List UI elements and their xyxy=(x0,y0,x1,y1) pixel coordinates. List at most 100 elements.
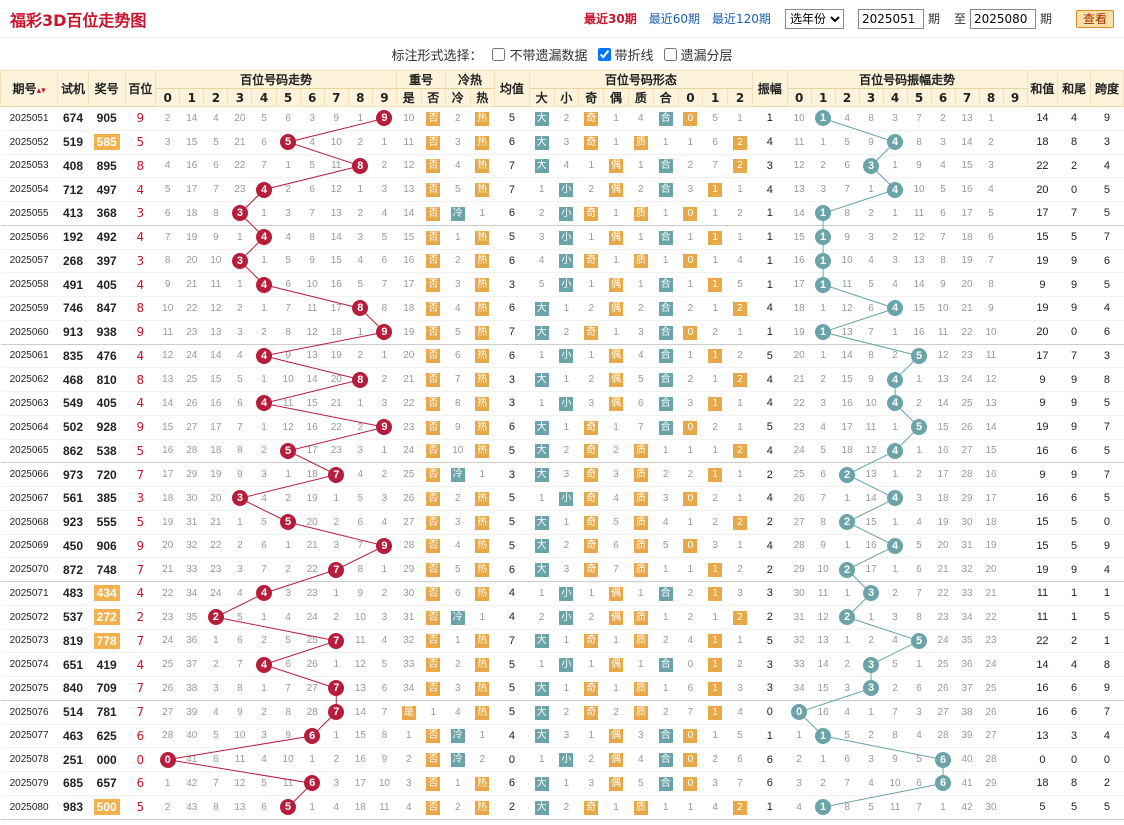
zf-miss-cell: 5 xyxy=(883,652,908,677)
trend-miss-cell: 19 xyxy=(300,486,325,511)
xingtai-cell: 3 xyxy=(529,225,555,250)
xingtai-tag: 大 xyxy=(534,420,549,435)
xingtai-cell: 1 xyxy=(529,581,555,606)
chong-tag: 否 xyxy=(426,183,441,198)
no-missing-checkbox[interactable] xyxy=(492,47,506,61)
zf-miss-cell: 9 xyxy=(979,296,1003,321)
bai-cell: 4 xyxy=(125,652,156,677)
trend-ball: 8 xyxy=(352,157,369,174)
trend-miss-cell: 21 xyxy=(324,391,349,416)
kaijiang-cell: 405 xyxy=(88,272,126,297)
lengre-cell: 5 xyxy=(445,177,471,202)
xingtai-cell: 2 xyxy=(578,367,604,392)
trend-miss-cell: 8 xyxy=(372,724,397,749)
road-cell: 0 xyxy=(678,652,703,677)
xingtai-cell: 大 xyxy=(529,771,555,796)
chong-cell: 否 xyxy=(421,724,446,749)
hezhi-cell: 22 xyxy=(1027,154,1058,179)
xingtai-cell: 3 xyxy=(653,486,679,511)
table-row: 2025078 251 000 0 0 41 6 11 4 10 1 2 16 9 2 否冷 2 0 1 小 2 偶 4 合 0… xyxy=(0,747,1124,772)
bai-cell: 7 xyxy=(125,462,156,487)
col-zftrend: 百位号码振幅走势 xyxy=(786,70,1028,89)
trend-miss-cell: 9 xyxy=(203,225,228,250)
zf-ball: 2 xyxy=(839,561,856,578)
option-no-missing[interactable]: 不带遗漏数据 xyxy=(492,45,588,64)
zf-miss-cell xyxy=(1003,581,1028,606)
missing-layer-checkbox[interactable] xyxy=(663,47,677,61)
zf-miss-cell: 23 xyxy=(955,344,980,369)
xingtai-cell: 质 xyxy=(628,439,654,464)
shiji-cell: 502 xyxy=(57,415,89,440)
xingtai-cell: 奇 xyxy=(578,439,604,464)
year-select[interactable]: 选年份 xyxy=(784,8,844,29)
trend-hit-cell: 3 xyxy=(227,201,252,226)
xingtai-cell: 2 xyxy=(529,201,555,226)
option-broken-line[interactable]: 带折线 xyxy=(597,45,654,64)
zf-miss-cell: 21 xyxy=(787,367,812,392)
road-cell: 2 xyxy=(727,652,753,677)
zf-miss-cell: 26 xyxy=(955,415,980,440)
trend-miss-cell: 43 xyxy=(179,795,204,820)
lengre-tag: 热 xyxy=(475,681,490,696)
kuadu-cell: 8 xyxy=(1090,367,1124,392)
road-cell: 1 xyxy=(727,320,753,345)
trend-ball: 2 xyxy=(207,609,224,626)
xingtai-tag: 偶 xyxy=(609,183,624,198)
zf-miss-cell xyxy=(1003,415,1028,440)
xingtai-cell: 2 xyxy=(554,700,579,725)
zf-miss-cell: 5 xyxy=(859,795,884,820)
xingtai-tag: 小 xyxy=(559,658,574,673)
shiji-cell: 712 xyxy=(57,177,89,202)
zf-miss-cell: 27 xyxy=(979,724,1003,749)
xingtai-cell: 小 xyxy=(554,747,579,772)
xingtai-cell: 1 xyxy=(554,629,579,654)
trend-miss-cell: 8 xyxy=(155,249,180,274)
zf-hit-cell: 4 xyxy=(883,534,908,559)
lengre-cell: 2 xyxy=(445,795,471,820)
recent-120-link[interactable]: 最近120期 xyxy=(712,12,771,26)
trend-miss-cell: 25 xyxy=(155,652,180,677)
trend-ball: 6 xyxy=(304,775,321,792)
zf-miss-cell: 13 xyxy=(811,629,836,654)
col-issue[interactable]: 期号▴▾ xyxy=(0,70,59,107)
xingtai-tag: 大 xyxy=(534,444,549,459)
chong-tag: 否 xyxy=(426,658,441,673)
kuadu-cell: 0 xyxy=(1090,510,1124,535)
road-cell: 0 xyxy=(678,771,703,796)
road-cell: 6 xyxy=(702,130,728,155)
from-issue-input[interactable] xyxy=(857,8,924,29)
zf-miss-cell: 30 xyxy=(979,795,1003,820)
trend-miss-cell: 3 xyxy=(324,534,349,559)
trend-miss-cell: 20 xyxy=(300,510,325,535)
shiji-cell: 463 xyxy=(57,724,89,749)
recent-30-link[interactable]: 最近30期 xyxy=(584,12,637,26)
road-cell: 0 xyxy=(678,747,703,772)
kaijiang-cell: 272 xyxy=(88,605,126,630)
trend-miss-cell: 26 xyxy=(179,391,204,416)
trend-miss-cell: 1 xyxy=(372,439,397,464)
xingtai-tag: 偶 xyxy=(609,776,624,791)
road-cell: 3 xyxy=(702,771,728,796)
hewei-cell: 6 xyxy=(1057,439,1091,464)
lengre-tag: 冷 xyxy=(450,206,465,221)
trend-miss-cell: 4 xyxy=(348,462,373,487)
zf-miss-cell: 16 xyxy=(907,320,932,345)
xingtai-tag: 偶 xyxy=(609,753,624,768)
xingtai-cell: 2 xyxy=(628,177,654,202)
kaijiang-cell: 585 xyxy=(88,130,126,155)
option-missing-layer[interactable]: 遗漏分层 xyxy=(663,45,733,64)
lengre-cell: 3 xyxy=(445,676,471,701)
recent-60-link[interactable]: 最近60期 xyxy=(648,12,701,26)
xingtai-tag: 大 xyxy=(534,468,549,483)
zf-miss-cell: 1 xyxy=(835,534,860,559)
to-issue-input[interactable] xyxy=(969,8,1036,29)
trend-miss-cell: 5 xyxy=(372,652,397,677)
col-trend: 百位号码走势 xyxy=(155,70,397,89)
broken-line-checkbox[interactable] xyxy=(597,47,611,61)
xingtai-tag: 小 xyxy=(559,349,574,364)
zf-miss-cell: 17 xyxy=(979,486,1003,511)
query-button[interactable]: 查看 xyxy=(1075,9,1114,28)
xingtai-cell: 奇 xyxy=(578,557,604,582)
zf-miss-cell: 41 xyxy=(955,771,980,796)
zf-miss-cell: 1 xyxy=(883,201,908,226)
